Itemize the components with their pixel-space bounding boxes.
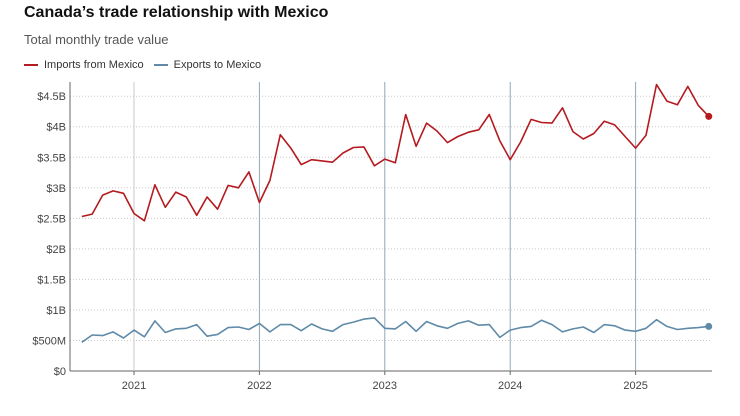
y-tick-label-8: $4B [46, 122, 66, 134]
y-tick-label-5: $2.5B [37, 213, 66, 225]
legend-label-exports: Exports to Mexico [173, 59, 262, 71]
y-tick-label-3: $1.5B [37, 274, 66, 286]
x-tick-label-2024: 2024 [498, 380, 522, 392]
series-end-dot-exports [705, 322, 713, 330]
chart-subtitle: Total monthly trade value [24, 32, 169, 47]
legend-label-imports: Imports from Mexico [44, 59, 144, 71]
legend-item-imports: Imports from Mexico [24, 59, 144, 71]
y-tick-label-9: $4.5B [37, 91, 66, 103]
legend: Imports from Mexico Exports to Mexico [24, 59, 261, 71]
series-line-imports [81, 83, 710, 222]
x-tick-label-2021: 2021 [122, 380, 146, 392]
x-tick-label-2023: 2023 [373, 380, 397, 392]
legend-swatch-imports [24, 64, 38, 66]
y-tick-label-7: $3.5B [37, 152, 66, 164]
y-tick-label-1: $500M [32, 335, 66, 347]
series-line-exports [81, 317, 709, 343]
legend-item-exports: Exports to Mexico [153, 59, 262, 71]
x-tick-label-2025: 2025 [623, 380, 647, 392]
legend-swatch-exports [153, 64, 168, 66]
y-tick-label-6: $3B [46, 183, 66, 195]
series-end-dot-imports [705, 112, 713, 120]
y-tick-label-2: $1B [46, 305, 66, 317]
chart-title: Canada’s trade relationship with Mexico [24, 4, 329, 21]
y-tick-label-0: $0 [54, 366, 66, 378]
x-tick-label-2022: 2022 [247, 380, 271, 392]
y-tick-label-4: $2B [46, 244, 66, 256]
